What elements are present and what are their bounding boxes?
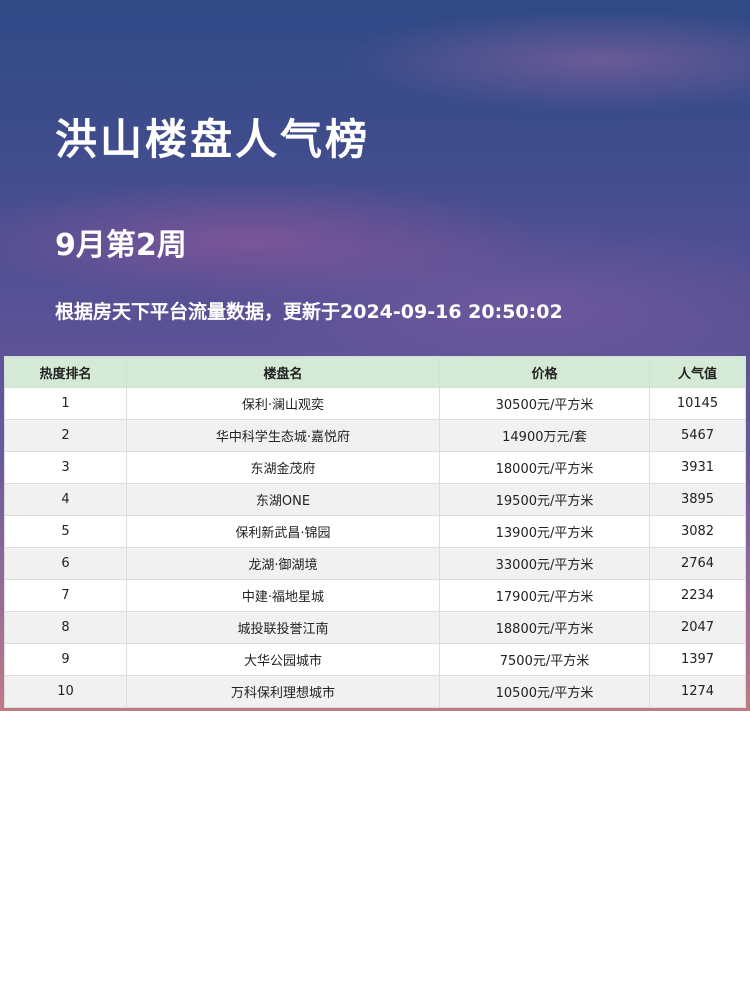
cell-rank: 4 (4, 483, 127, 516)
table-row: 7 中建·福地星城 17900元/平方米 2234 (4, 579, 746, 612)
cell-name: 保利·澜山观奕 (126, 387, 440, 420)
table-header-row: 热度排名 楼盘名 价格 人气值 (4, 356, 746, 388)
cell-rank: 6 (4, 547, 127, 580)
cell-price: 33000元/平方米 (439, 547, 650, 580)
cell-rank: 2 (4, 419, 127, 452)
cell-price: 14900万元/套 (439, 419, 650, 452)
cell-price: 19500元/平方米 (439, 483, 650, 516)
cell-name: 保利新武昌·锦园 (126, 515, 440, 548)
table-row: 3 东湖金茂府 18000元/平方米 3931 (4, 451, 746, 484)
week-label: 9月第2周 (55, 228, 187, 263)
cell-price: 13900元/平方米 (439, 515, 650, 548)
cell-popularity: 3082 (649, 515, 746, 548)
cell-price: 7500元/平方米 (439, 643, 650, 676)
cell-name: 龙湖·御湖境 (126, 547, 440, 580)
cell-name: 大华公园城市 (126, 643, 440, 676)
hero-banner: 洪山楼盘人气榜 9月第2周 根据房天下平台流量数据，更新于2024-09-16 … (0, 0, 750, 711)
page-title: 洪山楼盘人气榜 (55, 115, 371, 164)
cell-popularity: 5467 (649, 419, 746, 452)
cell-name: 城投联投誉江南 (126, 611, 440, 644)
cell-price: 10500元/平方米 (439, 675, 650, 708)
update-subtitle: 根据房天下平台流量数据，更新于2024-09-16 20:50:02 (55, 301, 563, 323)
cell-price: 18000元/平方米 (439, 451, 650, 484)
cell-popularity: 1274 (649, 675, 746, 708)
cell-popularity: 2764 (649, 547, 746, 580)
cell-rank: 1 (4, 387, 127, 420)
cell-name: 东湖ONE (126, 483, 440, 516)
table-row: 4 东湖ONE 19500元/平方米 3895 (4, 483, 746, 516)
cell-name: 华中科学生态城·嘉悦府 (126, 419, 440, 452)
header-rank: 热度排名 (4, 356, 127, 388)
cell-price: 18800元/平方米 (439, 611, 650, 644)
table-row: 5 保利新武昌·锦园 13900元/平方米 3082 (4, 515, 746, 548)
cell-rank: 5 (4, 515, 127, 548)
cell-rank: 9 (4, 643, 127, 676)
cell-popularity: 2234 (649, 579, 746, 612)
table-row: 9 大华公园城市 7500元/平方米 1397 (4, 643, 746, 676)
cell-rank: 3 (4, 451, 127, 484)
table-row: 10 万科保利理想城市 10500元/平方米 1274 (4, 675, 746, 708)
cell-popularity: 1397 (649, 643, 746, 676)
cell-popularity: 3931 (649, 451, 746, 484)
cell-name: 万科保利理想城市 (126, 675, 440, 708)
cell-popularity: 3895 (649, 483, 746, 516)
cell-name: 东湖金茂府 (126, 451, 440, 484)
cell-rank: 7 (4, 579, 127, 612)
header-name: 楼盘名 (126, 356, 440, 388)
cell-name: 中建·福地星城 (126, 579, 440, 612)
cell-popularity: 10145 (649, 387, 746, 420)
table-row: 2 华中科学生态城·嘉悦府 14900万元/套 5467 (4, 419, 746, 452)
cell-popularity: 2047 (649, 611, 746, 644)
header-popularity: 人气值 (649, 356, 746, 388)
cell-price: 30500元/平方米 (439, 387, 650, 420)
ranking-table: 热度排名 楼盘名 价格 人气值 1 保利·澜山观奕 30500元/平方米 10145 2… (4, 356, 746, 708)
cell-rank: 10 (4, 675, 127, 708)
table-row: 6 龙湖·御湖境 33000元/平方米 2764 (4, 547, 746, 580)
cell-price: 17900元/平方米 (439, 579, 650, 612)
table-row: 1 保利·澜山观奕 30500元/平方米 10145 (4, 387, 746, 420)
table-row: 8 城投联投誉江南 18800元/平方米 2047 (4, 611, 746, 644)
header-price: 价格 (439, 356, 650, 388)
cell-rank: 8 (4, 611, 127, 644)
